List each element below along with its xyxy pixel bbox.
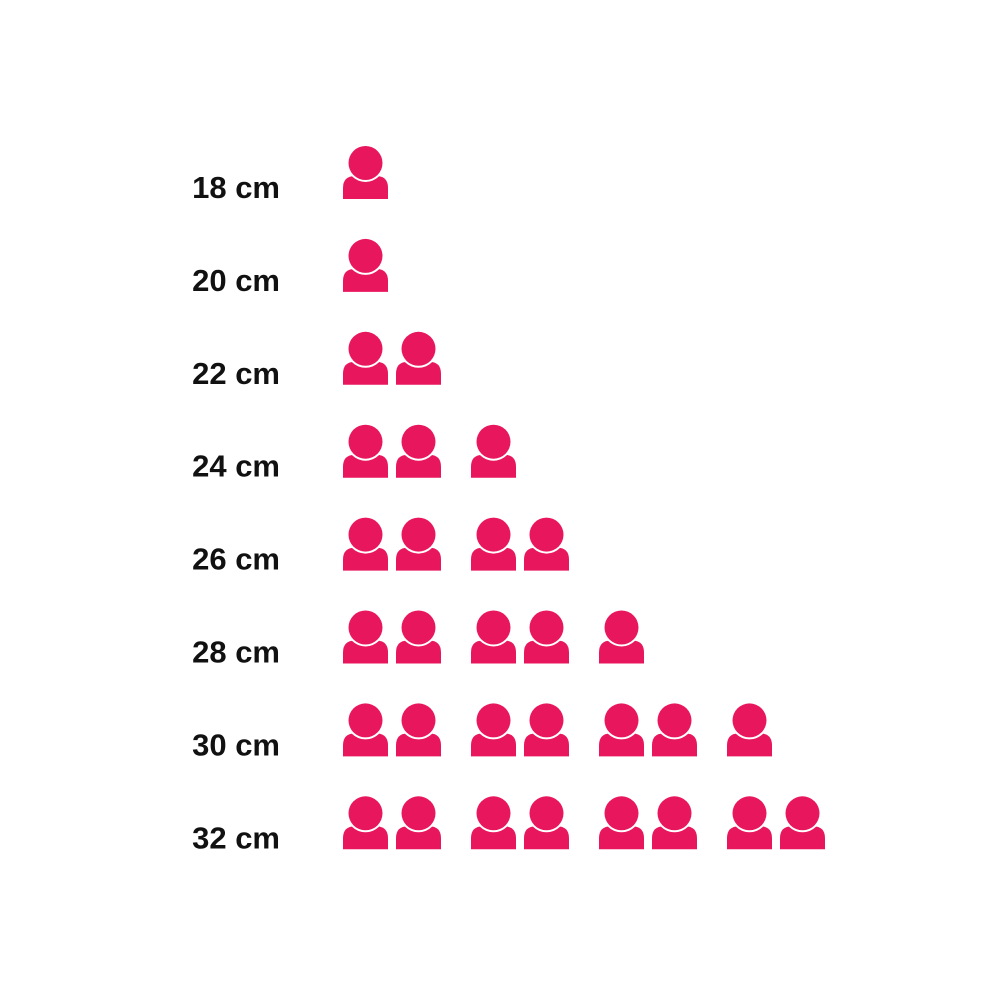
person-icon [524,515,569,571]
row-label: 24 cm [192,449,280,484]
person-icon [471,422,516,478]
person-icon [471,794,516,850]
person-icon [396,422,441,478]
person-icon [343,608,388,664]
person-icon [727,701,772,757]
row-label: 26 cm [192,542,280,577]
person-icon [396,794,441,850]
person-icon [599,794,644,850]
row-label: 22 cm [192,356,280,391]
person-icon [343,515,388,571]
person-icon [396,329,441,385]
pictograph-row: 18 cm [192,144,388,205]
person-icon [396,515,441,571]
person-icon [343,329,388,385]
person-icon [343,701,388,757]
pictograph-row: 22 cm [192,329,441,391]
person-icon [524,701,569,757]
person-icon [343,422,388,478]
pictograph-row: 30 cm [192,701,772,762]
person-icon [727,794,772,850]
person-icon [524,794,569,850]
person-icon [396,701,441,757]
person-icon [343,794,388,850]
person-icon [471,701,516,757]
row-label: 28 cm [192,635,280,670]
person-icon [599,608,644,664]
row-label: 30 cm [192,727,280,762]
row-label: 20 cm [192,263,280,298]
row-label: 18 cm [192,170,280,205]
person-icon [343,236,388,292]
person-icon [343,144,388,199]
person-icon [471,515,516,571]
pictograph-row: 26 cm [192,515,569,577]
person-icon [471,608,516,664]
person-icon [599,701,644,757]
pictograph-row: 24 cm [192,422,516,484]
pictograph-row: 20 cm [192,236,388,298]
person-icon [652,794,697,850]
row-label: 32 cm [192,820,280,855]
pictograph-row: 32 cm [192,794,825,855]
person-icon [396,608,441,664]
pictograph-row: 28 cm [192,608,644,670]
person-icon [524,608,569,664]
person-icon [652,701,697,757]
person-icon [780,794,825,850]
